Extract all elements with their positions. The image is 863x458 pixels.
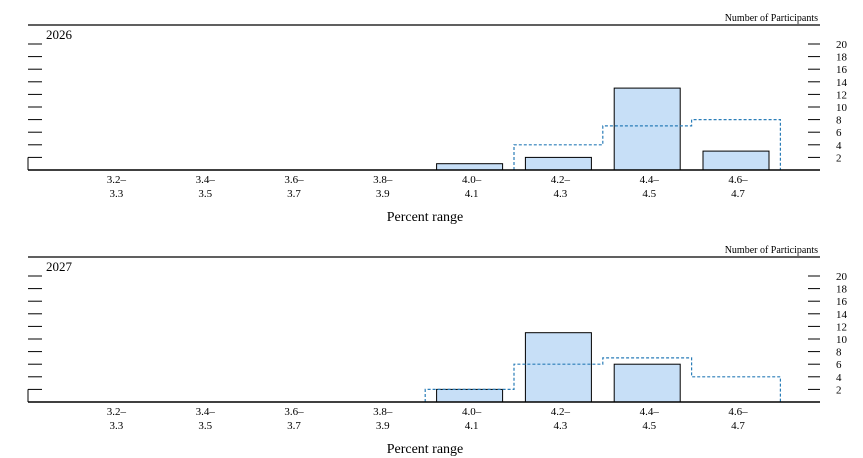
x-tick-label-top: 4.2– [551, 174, 571, 186]
x-tick-label-top: 4.0– [462, 406, 482, 418]
x-tick-label-bottom: 4.5 [642, 420, 656, 432]
x-tick-label-top: 3.2– [107, 174, 127, 186]
x-tick-label-bottom: 4.7 [731, 420, 745, 432]
x-tick-label-bottom: 3.9 [376, 188, 390, 200]
y-tick-label: 20 [836, 39, 848, 51]
x-axis-label: Percent range [387, 210, 464, 225]
x-tick-label-top: 3.4– [196, 406, 216, 418]
bar [702, 150, 770, 171]
x-tick-label-top: 3.6– [284, 174, 304, 186]
y-tick-label: 6 [836, 359, 842, 371]
bar [524, 332, 592, 403]
y-tick-label: 16 [836, 296, 848, 308]
units-label: Number of Participants [725, 245, 818, 256]
x-tick-label-bottom: 3.3 [110, 188, 124, 200]
x-tick-label-top: 3.6– [284, 406, 304, 418]
y-tick-label: 14 [836, 309, 848, 321]
y-tick-label: 18 [836, 52, 848, 64]
dashed-outline [424, 357, 781, 402]
y-tick-label: 8 [836, 347, 842, 359]
y-tick-label: 2 [836, 384, 842, 396]
x-tick-label-bottom: 3.9 [376, 420, 390, 432]
y-tick-label: 4 [836, 140, 842, 152]
x-tick-label-top: 3.2– [107, 406, 127, 418]
x-tick-label-bottom: 3.7 [287, 188, 301, 200]
y-tick-label: 20 [836, 271, 848, 283]
y-tick-label: 2 [836, 152, 842, 164]
bar [524, 156, 592, 171]
units-label: Number of Participants [725, 13, 818, 24]
panel-2027: Number of Participants 2027 24681012141618… [27, 245, 848, 457]
y-tick-label: 12 [836, 89, 847, 101]
y-tick-label: 16 [836, 64, 848, 76]
x-tick-label-top: 4.0– [462, 174, 482, 186]
x-tick-label-top: 3.8– [373, 174, 393, 186]
x-tick-label-top: 4.6– [728, 174, 748, 186]
x-tick-label-top: 4.6– [728, 406, 748, 418]
year-title: 2026 [46, 27, 73, 42]
x-tick-label-bottom: 4.3 [554, 420, 568, 432]
y-tick-label: 14 [836, 77, 848, 89]
year-title: 2027 [46, 259, 73, 274]
x-tick-label-bottom: 4.7 [731, 188, 745, 200]
y-tick-label: 6 [836, 127, 842, 139]
dashed-outline [513, 119, 781, 170]
bar [436, 388, 504, 403]
bar [436, 163, 504, 171]
y-tick-label: 12 [836, 321, 847, 333]
y-tick-label: 10 [836, 334, 848, 346]
y-tick-label: 10 [836, 102, 848, 114]
y-tick-label: 8 [836, 115, 842, 127]
bar [613, 87, 681, 171]
x-tick-label-bottom: 3.5 [198, 188, 212, 200]
x-tick-label-bottom: 4.5 [642, 188, 656, 200]
x-axis-label: Percent range [387, 442, 464, 457]
x-tick-label-bottom: 3.5 [198, 420, 212, 432]
x-tick-label-top: 4.4– [640, 174, 660, 186]
x-tick-label-top: 4.4– [640, 406, 660, 418]
x-tick-label-top: 3.8– [373, 406, 393, 418]
bar [613, 363, 681, 403]
x-tick-label-top: 3.4– [196, 174, 216, 186]
y-tick-label: 4 [836, 372, 842, 384]
y-tick-label: 18 [836, 284, 848, 296]
x-tick-label-top: 4.2– [551, 406, 571, 418]
x-tick-label-bottom: 4.1 [465, 188, 479, 200]
panel-2026: Number of Participants 2026 24681012141618… [27, 13, 848, 225]
x-tick-label-bottom: 3.3 [110, 420, 124, 432]
x-tick-label-bottom: 3.7 [287, 420, 301, 432]
x-tick-label-bottom: 4.3 [554, 188, 568, 200]
x-tick-label-bottom: 4.1 [465, 420, 479, 432]
